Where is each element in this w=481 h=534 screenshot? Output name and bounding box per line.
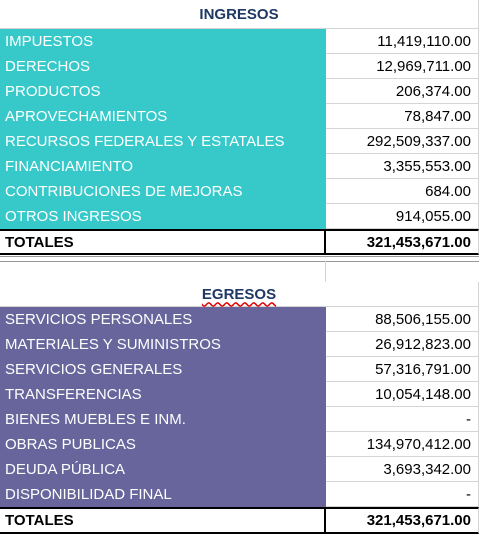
row-label: TRANSFERENCIAS bbox=[0, 382, 326, 407]
row-value: 684.00 bbox=[326, 179, 479, 204]
row-label: BIENES MUEBLES E INM. bbox=[0, 407, 326, 432]
row-label: DISPONIBILIDAD FINAL bbox=[0, 482, 326, 507]
row-value: 57,316,791.00 bbox=[326, 357, 479, 382]
row-value: 78,847.00 bbox=[326, 104, 479, 129]
row-value: - bbox=[326, 482, 479, 507]
separator bbox=[0, 256, 479, 262]
row-value: 914,055.00 bbox=[326, 204, 479, 229]
row-value: 206,374.00 bbox=[326, 79, 479, 104]
row-label: OBRAS PUBLICAS bbox=[0, 432, 326, 457]
row-label: OTROS INGRESOS bbox=[0, 204, 326, 229]
row-label: MATERIALES Y SUMINISTROS bbox=[0, 332, 326, 357]
total-value: 321,453,671.00 bbox=[326, 507, 479, 534]
total-label: TOTALES bbox=[0, 229, 326, 255]
row-label: PRODUCTOS bbox=[0, 79, 326, 104]
row-value: 12,969,711.00 bbox=[326, 54, 479, 79]
row-label: RECURSOS FEDERALES Y ESTATALES bbox=[0, 129, 326, 154]
row-value: 134,970,412.00 bbox=[326, 432, 479, 457]
row-label: CONTRIBUCIONES DE MEJORAS bbox=[0, 179, 326, 204]
row-label: SERVICIOS GENERALES bbox=[0, 357, 326, 382]
row-label: FINANCIAMIENTO bbox=[0, 154, 326, 179]
row-value: - bbox=[326, 407, 479, 432]
row-value: 3,355,553.00 bbox=[326, 154, 479, 179]
row-value: 26,912,823.00 bbox=[326, 332, 479, 357]
row-label: SERVICIOS PERSONALES bbox=[0, 307, 326, 332]
row-value: 292,509,337.00 bbox=[326, 129, 479, 154]
row-value: 88,506,155.00 bbox=[326, 307, 479, 332]
blank-cell bbox=[325, 261, 326, 282]
total-label: TOTALES bbox=[0, 507, 326, 534]
section-title: INGRESOS bbox=[0, 0, 479, 29]
row-label: DEUDA PÚBLICA bbox=[0, 457, 326, 482]
row-value: 10,054,148.00 bbox=[326, 382, 479, 407]
row-label: APROVECHAMIENTOS bbox=[0, 104, 326, 129]
total-value: 321,453,671.00 bbox=[326, 229, 479, 255]
row-label: IMPUESTOS bbox=[0, 29, 326, 54]
row-value: 11,419,110.00 bbox=[326, 29, 479, 54]
row-label: DERECHOS bbox=[0, 54, 326, 79]
row-value: 3,693,342.00 bbox=[326, 457, 479, 482]
section-title: EGRESOS bbox=[0, 282, 479, 307]
